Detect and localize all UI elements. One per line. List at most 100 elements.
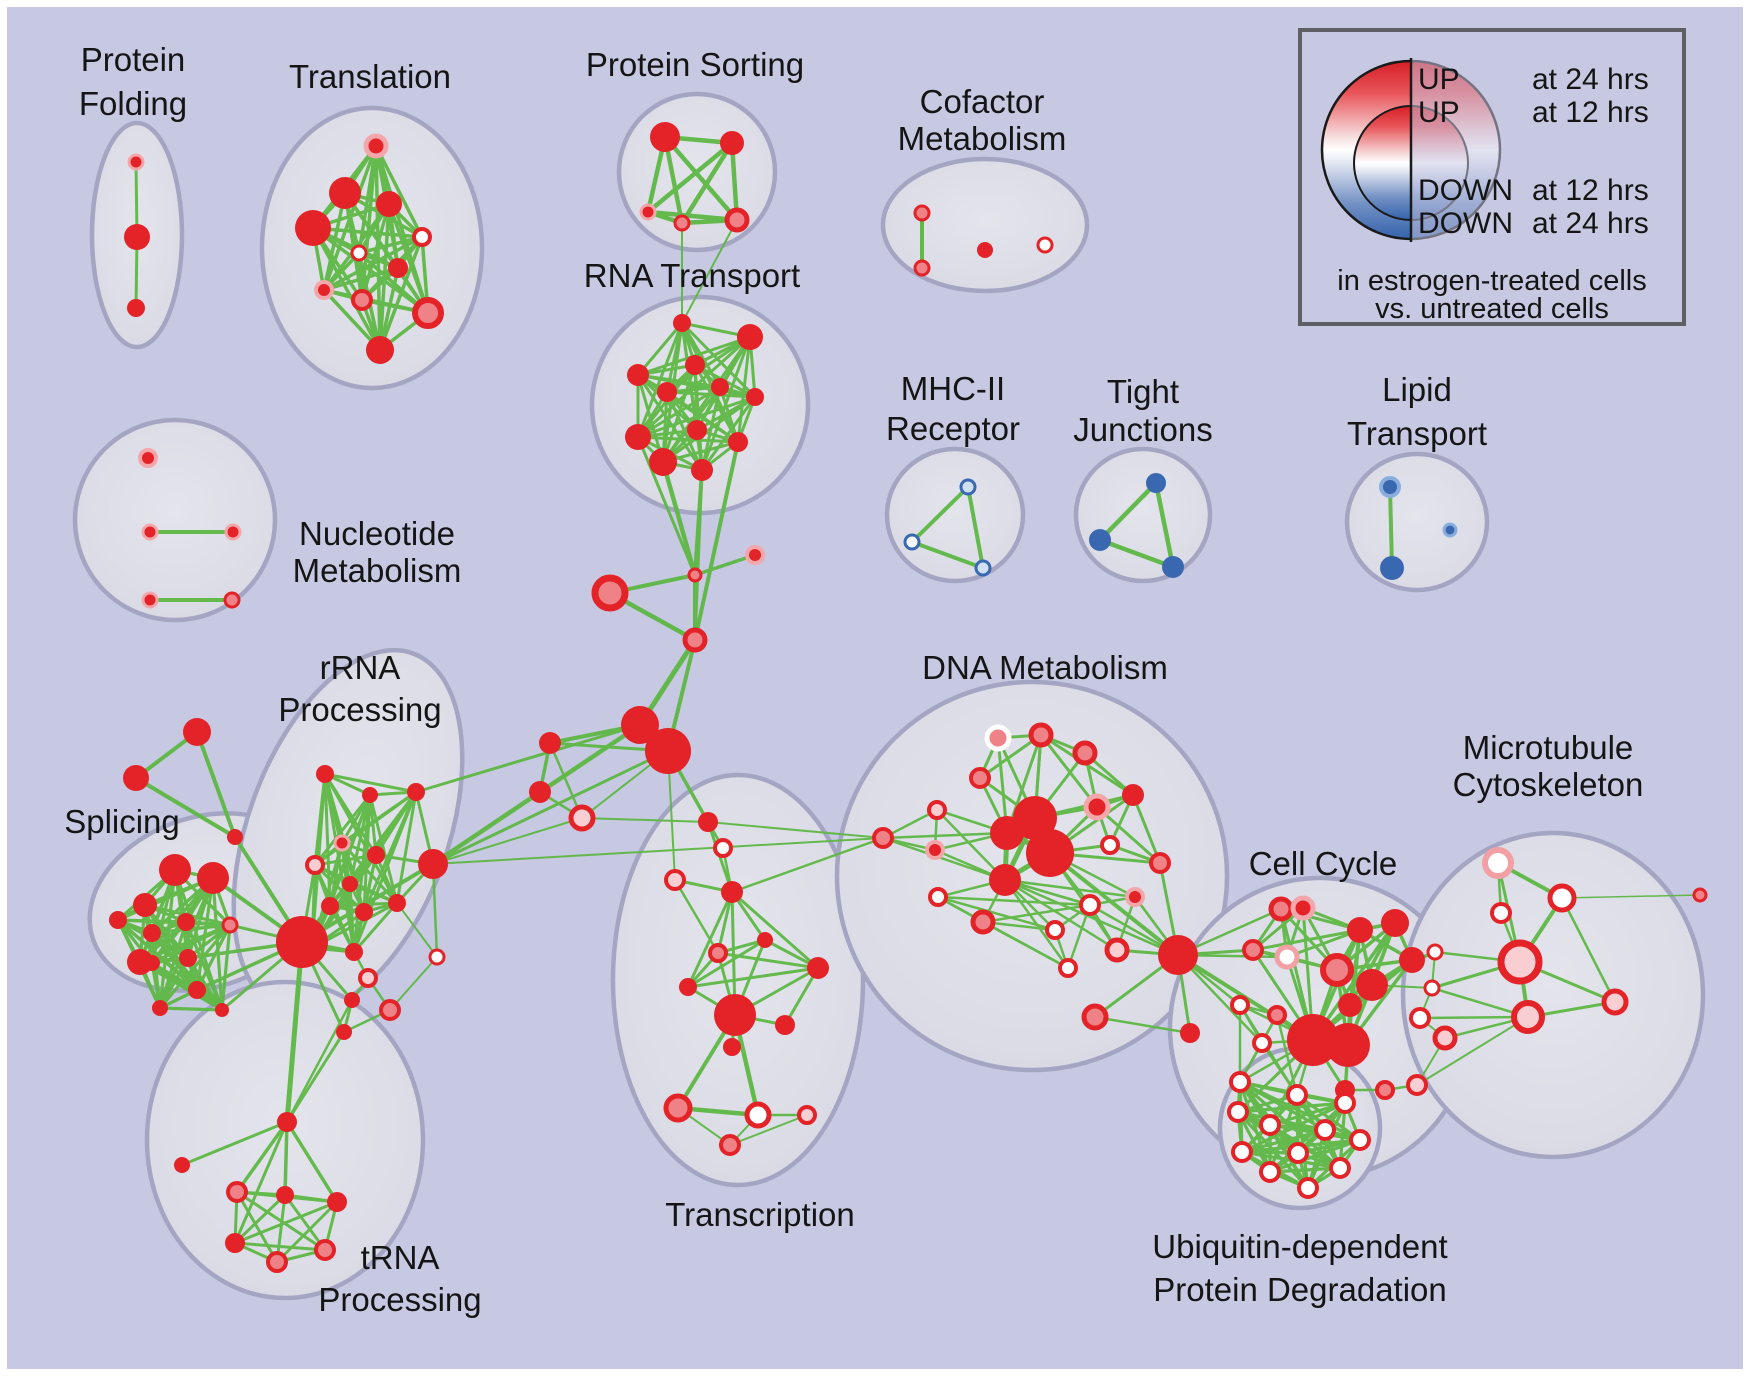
- node-rr12: [304, 940, 320, 956]
- edge-h3-h5: [275, 1200, 339, 1264]
- edge-mh1-mh3: [966, 485, 985, 570]
- edge-t3-t10: [387, 202, 430, 315]
- node-nm3: [224, 523, 242, 541]
- node-rr2: [362, 787, 378, 803]
- node-mh2: [903, 533, 921, 551]
- node-mt6: [1423, 979, 1441, 997]
- node-tx5: [757, 932, 773, 948]
- edge-t4-t11: [311, 226, 382, 352]
- edge-jn-ln: [180, 1120, 289, 1167]
- edge-d11-d21: [1003, 878, 1180, 957]
- node-mt10: [1432, 1025, 1458, 1051]
- node-cc1: [1268, 896, 1294, 922]
- node-mt11: [1692, 887, 1708, 903]
- node-lt2: [1380, 556, 1404, 580]
- edge-tr2-tr3: [134, 776, 237, 839]
- legend-at-12hrs-label-2: at 12 hrs: [1532, 174, 1649, 207]
- label-splicing-line-1: Splicing: [64, 803, 180, 840]
- edge-r1-r3: [636, 321, 684, 377]
- node-rr10: [355, 903, 373, 921]
- node-d11: [989, 864, 1021, 896]
- edge-rr11-rr13: [352, 901, 399, 954]
- node-ub4: [1314, 1119, 1336, 1141]
- node-pf1: [127, 153, 145, 171]
- legend-footer-line2: vs. untreated cells: [1375, 293, 1609, 325]
- node-ch3: [591, 574, 629, 612]
- edge-r7-r12: [700, 395, 757, 472]
- edge-r11-ch1: [660, 459, 698, 578]
- edge-ch1-ch2: [693, 553, 757, 577]
- node-rr8: [418, 849, 448, 879]
- node-tx1: [698, 812, 718, 832]
- node-ub3: [1259, 1114, 1281, 1136]
- node-r3: [627, 364, 649, 386]
- node-tx9: [714, 994, 756, 1036]
- edge-jn-h4: [233, 1120, 289, 1245]
- edge-jn-h3: [285, 1120, 339, 1204]
- edge-d6-d10: [881, 831, 1009, 840]
- node-sp2: [197, 862, 229, 894]
- node-d4: [969, 767, 991, 789]
- node-ub2: [1227, 1101, 1249, 1123]
- node-ub1: [1334, 1092, 1356, 1114]
- node-tx4: [721, 881, 743, 903]
- edge-r9-r10: [636, 435, 740, 444]
- node-ch2: [745, 545, 765, 565]
- node-tx12: [663, 1093, 693, 1123]
- edge-jn-h1: [235, 1120, 289, 1194]
- node-t2: [329, 177, 361, 209]
- node-ub6: [1231, 1141, 1253, 1163]
- node-sp13: [215, 1003, 229, 1017]
- edge-hub-jn: [284, 939, 305, 1125]
- edge-hl1-pj: [548, 741, 584, 820]
- node-r2: [737, 324, 763, 350]
- node-h3: [327, 1192, 347, 1212]
- cluster-tight-junctions-ellipse: [1073, 446, 1213, 584]
- edge-mt2-mt8: [1560, 896, 1617, 1004]
- node-cc6: [1347, 917, 1373, 943]
- node-sp4: [109, 911, 127, 929]
- edge-jn-rr16: [285, 998, 354, 1124]
- node-sp3: [133, 893, 157, 917]
- edge-rr5-rr6: [313, 853, 378, 867]
- node-tx6: [708, 943, 728, 963]
- node-s4: [673, 214, 691, 232]
- node-cc8: [1356, 969, 1388, 1001]
- edge-rr2-rr11: [368, 793, 399, 905]
- node-d15: [1149, 852, 1171, 874]
- node-pf2: [124, 224, 150, 250]
- edge-sp2-sp13: [211, 876, 224, 1012]
- node-mt2: [1547, 883, 1577, 913]
- node-sp6: [177, 913, 195, 931]
- node-cc14: [1287, 1014, 1339, 1066]
- edge-h2-h6: [283, 1193, 327, 1252]
- node-h6: [314, 1239, 336, 1261]
- edge-s5-r1: [681, 219, 738, 324]
- label-protein-folding-line-1: Protein: [81, 41, 186, 78]
- node-r7: [746, 388, 764, 406]
- node-sp5: [143, 924, 161, 942]
- node-t6: [350, 244, 368, 262]
- node-sp1: [159, 854, 191, 886]
- label-trna-processing-line-2: Processing: [318, 1281, 481, 1318]
- node-rr4: [333, 834, 351, 852]
- node-r4: [685, 355, 705, 375]
- node-nm5: [223, 591, 241, 609]
- edge-tx15-tx14: [729, 1114, 808, 1146]
- edge-sp6-sp12: [158, 920, 188, 1010]
- node-t11: [366, 336, 394, 364]
- node-d16: [1125, 887, 1145, 907]
- node-cc9: [1399, 947, 1425, 973]
- edge-mh2-mh3: [910, 540, 985, 570]
- node-h4: [225, 1233, 245, 1253]
- node-nm2: [141, 523, 159, 541]
- node-d9: [1026, 829, 1074, 877]
- node-cc10: [1338, 993, 1362, 1017]
- edge-rr8-H2: [431, 749, 670, 866]
- node-r5: [657, 382, 677, 402]
- edge-ub5-ub9: [1268, 1138, 1362, 1174]
- node-tx2: [713, 838, 733, 858]
- edge-r5-r7: [665, 390, 757, 399]
- edge-h2-h4: [233, 1193, 287, 1245]
